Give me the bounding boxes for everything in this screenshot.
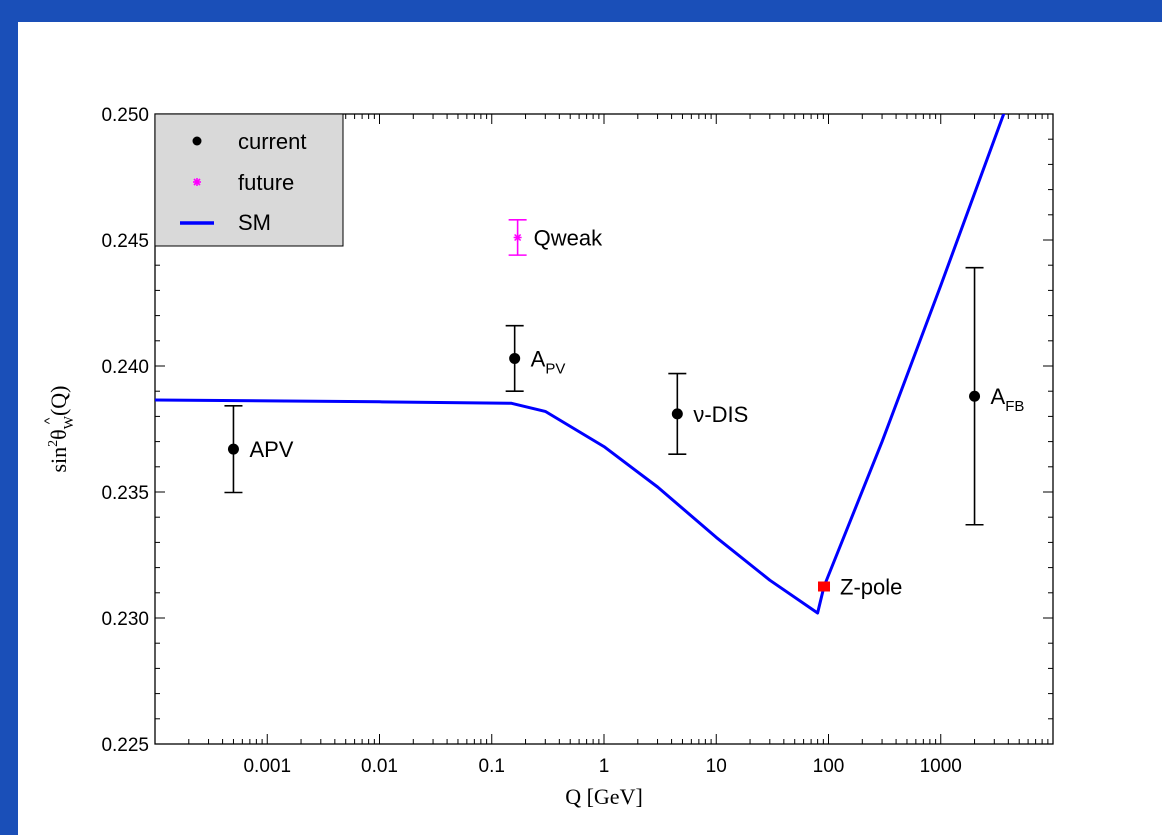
y-axis-label-hat: ^	[41, 417, 57, 424]
point-label: APV	[249, 437, 293, 462]
y-axis-label: sin2θW(Q) ^	[41, 386, 77, 473]
dot-marker	[671, 408, 683, 420]
x-tick-label: 1	[599, 756, 610, 777]
point-label: ν-DIS	[693, 402, 748, 427]
x-tick-label: 0.1	[479, 756, 505, 777]
y-tick-label: 0.240	[101, 357, 149, 378]
legend-current: current	[238, 129, 306, 154]
slide-background: 0.001 0.01 0.1 1 10 100 1000 0.225 0.230 0.235 0.…	[18, 22, 1162, 835]
y-tick-label: 0.230	[101, 609, 149, 630]
legend-dot-icon	[192, 136, 202, 146]
y-tick-labels: 0.225 0.230 0.235 0.240 0.245 0.250	[101, 105, 149, 756]
point-label: AFB	[991, 384, 1025, 415]
y-axis-label-prefix: sin	[46, 447, 71, 473]
y-tick-label: 0.250	[101, 105, 149, 126]
y-tick-label: 0.225	[101, 735, 149, 756]
dot-marker	[969, 390, 981, 402]
x-tick-label: 1000	[920, 756, 962, 777]
x-tick-labels: 0.001 0.01 0.1 1 10 100 1000	[243, 756, 961, 777]
point-a-pv: APV	[505, 324, 566, 393]
legend: current future SM	[154, 113, 344, 247]
y-tick-label: 0.245	[101, 231, 149, 252]
point-a-fb: AFB	[965, 266, 1025, 526]
star-marker	[514, 233, 522, 242]
point-label: Qweak	[534, 225, 603, 250]
sm-curve	[155, 114, 1006, 615]
x-axis-label: Q [GeV]	[565, 784, 643, 809]
svg-text:sin2θW(Q): sin2θW(Q)	[46, 386, 77, 473]
y-axis-label-sup: 2	[46, 440, 61, 447]
point-qweak: Qweak	[508, 219, 603, 256]
legend-sm: SM	[238, 210, 271, 235]
point-label: APV	[531, 346, 566, 377]
point-z-pole: Z-pole	[818, 575, 902, 600]
x-tick-label: 0.001	[243, 756, 291, 777]
x-tick-label: 10	[706, 756, 727, 777]
square-marker	[818, 581, 831, 592]
dot-marker	[509, 352, 521, 364]
legend-future: future	[238, 170, 294, 195]
point-label: Z-pole	[840, 575, 902, 600]
y-axis-label-sub: W	[62, 415, 77, 429]
y-axis-label-suffix: (Q)	[46, 386, 71, 417]
point--dis: ν-DIS	[668, 372, 748, 456]
legend-star-icon	[193, 178, 201, 186]
data-points: APV APV Qweak ν-DIS Z-pole AFB	[224, 219, 1025, 600]
x-tick-label: 100	[813, 756, 845, 777]
chart-svg: 0.001 0.01 0.1 1 10 100 1000 0.2250.2300.2350.…	[41, 105, 1054, 809]
y-tick-label: 0.235	[101, 483, 149, 504]
point-apv: APV	[224, 405, 294, 494]
y-axis-label-theta: θ	[46, 429, 71, 440]
x-tick-label: 0.01	[361, 756, 398, 777]
dot-marker	[227, 443, 239, 455]
axis-ticks	[154, 113, 1053, 745]
